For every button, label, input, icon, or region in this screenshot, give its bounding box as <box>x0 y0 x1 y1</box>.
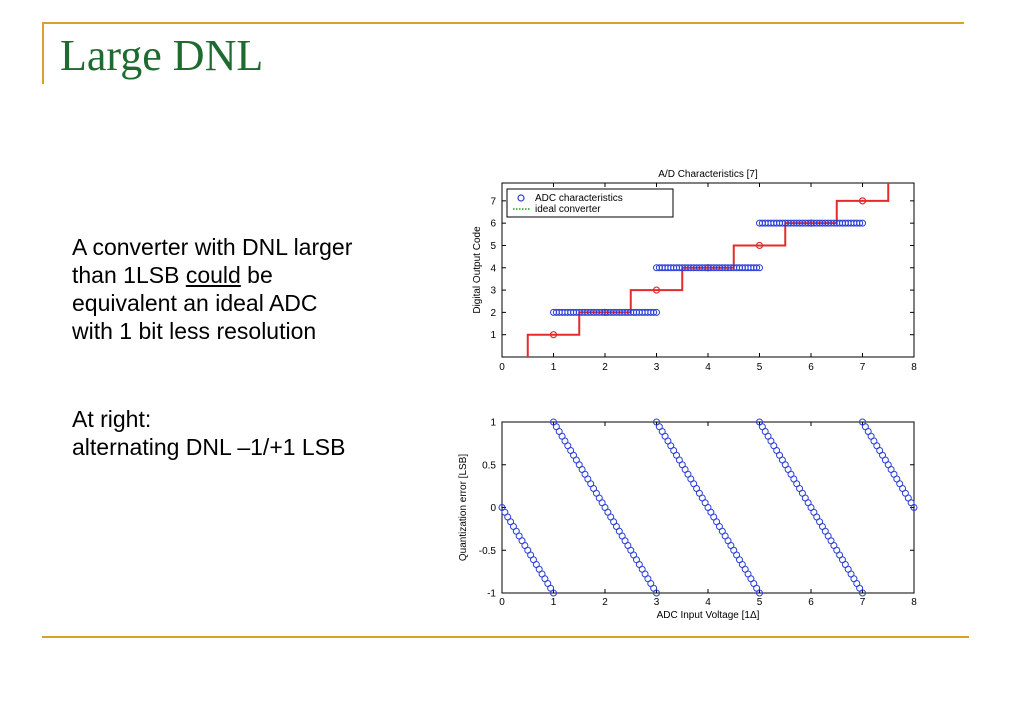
y-tick-label: 1 <box>490 330 496 341</box>
plot-frame <box>501 421 915 594</box>
x-tick-label: 7 <box>860 362 866 373</box>
ideal-marker <box>858 197 867 205</box>
adc-marker <box>756 264 763 272</box>
y-tick-label: 4 <box>490 263 496 274</box>
y-tick-label: 2 <box>490 308 496 319</box>
x-tick-label: 6 <box>808 362 814 373</box>
x-tick-label: 8 <box>911 597 917 608</box>
description-paragraph: A converter with DNL larger than 1LSB co… <box>72 233 352 345</box>
note-line-2: alternating DNL –1/+1 LSB <box>72 434 346 460</box>
x-tick-label: 5 <box>757 362 763 373</box>
x-tick-label: 3 <box>654 362 660 373</box>
description-line-2: than 1LSB could be <box>72 261 352 289</box>
y-axis-label: Digital Output Code <box>472 226 483 314</box>
adc-marker <box>856 219 864 227</box>
y-tick-label: -1 <box>487 589 496 600</box>
note-paragraph: At right: alternating DNL –1/+1 LSB <box>72 405 345 461</box>
slide-title: Large DNL <box>60 31 264 80</box>
description-line-3: equivalent an ideal ADC <box>72 290 318 316</box>
underlined-word: could <box>185 262 241 288</box>
x-tick-label: 6 <box>808 597 814 608</box>
y-tick-label: 0.5 <box>482 460 496 471</box>
y-tick-label: -0.5 <box>479 546 497 557</box>
description-line-4: with 1 bit less resolution <box>72 318 317 344</box>
y-tick-label: 5 <box>490 241 496 252</box>
x-tick-label: 0 <box>499 597 505 608</box>
y-tick-label: 7 <box>490 196 496 207</box>
description-line-1: A converter with DNL larger <box>72 234 353 260</box>
error-marker <box>653 589 660 597</box>
error-marker <box>910 504 918 511</box>
adc-marker <box>650 308 658 316</box>
error-marker <box>859 589 866 597</box>
y-tick-label: 6 <box>490 219 496 230</box>
description-line-2-pre: than 1LSB <box>72 262 186 288</box>
x-axis-label: ADC Input Voltage [1Δ] <box>657 610 760 621</box>
top-rule <box>42 22 964 24</box>
legend-box <box>506 188 674 218</box>
adc-marker <box>753 264 761 272</box>
y-axis-label: Quantization error [LSB] <box>458 454 469 561</box>
x-tick-label: 1 <box>551 362 557 373</box>
ideal-marker <box>549 331 558 339</box>
bottom-rule <box>42 636 969 638</box>
x-tick-label: 1 <box>551 597 557 608</box>
x-tick-label: 3 <box>654 597 660 608</box>
x-tick-label: 7 <box>860 597 866 608</box>
legend-adc-label: ADC characteristics <box>535 193 623 204</box>
ideal-marker <box>652 286 661 294</box>
x-tick-label: 2 <box>602 362 608 373</box>
adc-marker <box>653 308 660 316</box>
note-line-1: At right: <box>72 406 152 432</box>
ideal-marker <box>755 241 764 250</box>
y-tick-label: 1 <box>490 418 496 429</box>
left-rule <box>42 22 44 84</box>
x-tick-label: 5 <box>757 597 763 608</box>
description-line-2-post: be <box>240 262 273 288</box>
error-marker <box>550 589 557 597</box>
x-tick-label: 2 <box>602 597 608 608</box>
x-tick-label: 4 <box>705 362 711 373</box>
ad-characteristics-chart: A/D Characteristics [7] 0 1 2 3 4 5 6 7 8 1 2 3 4 5 6 7 D… <box>472 169 917 373</box>
x-tick-label: 0 <box>499 362 505 373</box>
error-marker <box>756 589 763 597</box>
quantization-error-chart: 0 1 2 3 4 5 6 7 8 -1 -0.5 0 0.5 1 ADC Input Voltage [1… <box>458 418 918 621</box>
x-tick-label: 8 <box>911 362 917 373</box>
legend-adc-marker <box>517 194 525 202</box>
y-tick-label: 0 <box>490 503 496 514</box>
y-tick-label: 3 <box>490 286 496 297</box>
adc-marker <box>859 219 866 227</box>
legend-ideal-label: ideal converter <box>535 204 601 215</box>
x-tick-label: 4 <box>705 597 711 608</box>
chart-title: A/D Characteristics [7] <box>658 169 758 180</box>
